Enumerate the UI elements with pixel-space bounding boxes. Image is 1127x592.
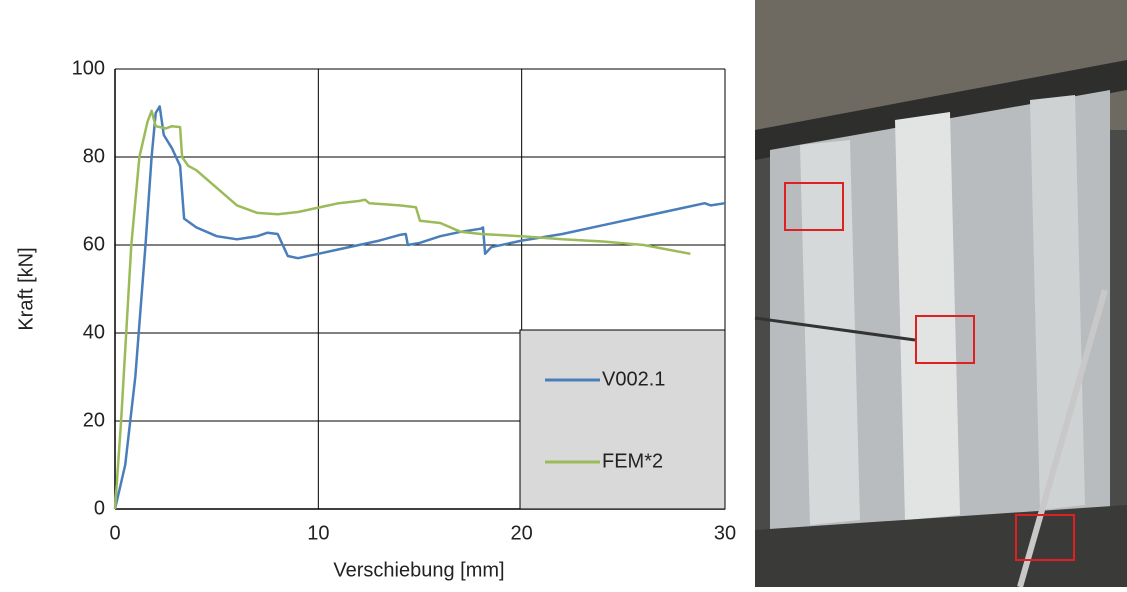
y-tick-label: 100: [72, 57, 105, 79]
y-tick-label: 80: [83, 145, 105, 167]
y-tick-label: 20: [83, 409, 105, 431]
legend-box: [519, 329, 726, 510]
x-tick-label: 10: [307, 522, 329, 544]
legend-label: V002.1: [602, 368, 665, 390]
x-tick-label: 20: [511, 522, 533, 544]
line-series: [113, 109, 691, 510]
legend-label: FEM*2: [602, 450, 663, 472]
x-tick-label: 0: [109, 522, 120, 544]
y-axis-label: Kraft [kN]: [15, 247, 37, 330]
y-tick-label: 60: [83, 233, 105, 255]
photo: [754, 0, 1127, 588]
y-tick-label: 40: [83, 321, 105, 343]
x-tick-label: 30: [714, 522, 736, 544]
y-tick-label: 0: [94, 497, 105, 519]
x-axis-label: Verschiebung [mm]: [333, 559, 504, 581]
